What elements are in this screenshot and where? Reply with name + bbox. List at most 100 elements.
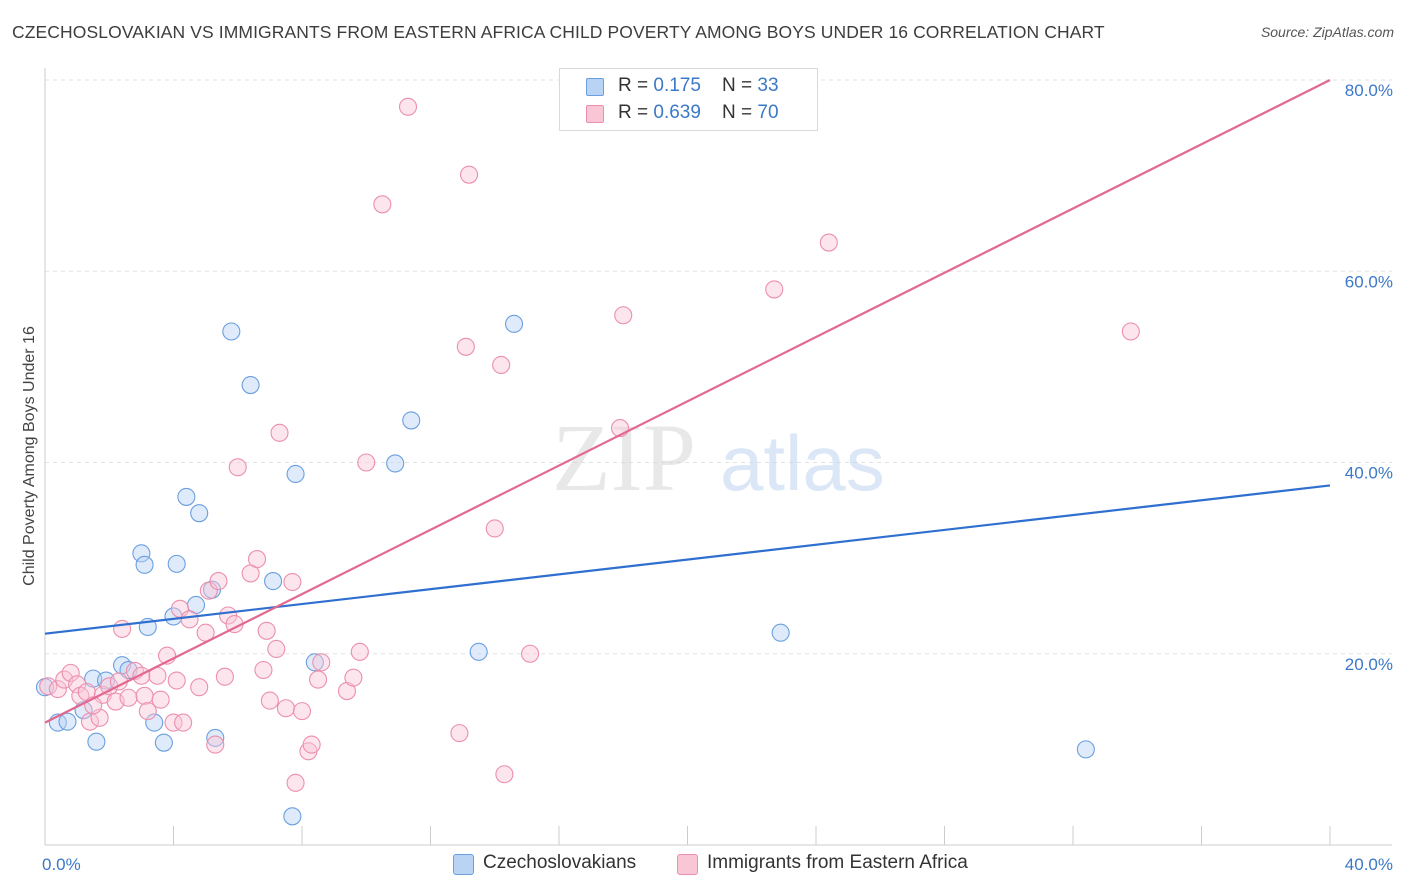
series-1-points bbox=[39, 97, 1140, 792]
chart-title: CZECHOSLOVAKIAN VS IMMIGRANTS FROM EASTE… bbox=[12, 22, 1105, 42]
data-point bbox=[357, 453, 376, 472]
series-swatch-czechoslovakians bbox=[453, 854, 474, 875]
data-point bbox=[521, 644, 540, 663]
axes bbox=[44, 68, 1392, 846]
legend-n-label: N = bbox=[722, 75, 758, 96]
data-point bbox=[167, 554, 186, 573]
data-point bbox=[113, 619, 132, 638]
data-point bbox=[302, 735, 321, 754]
series-0-points bbox=[35, 314, 1095, 826]
data-point bbox=[190, 678, 209, 697]
data-point bbox=[132, 666, 151, 685]
data-point bbox=[267, 639, 286, 659]
data-point bbox=[305, 653, 324, 672]
data-point bbox=[68, 675, 87, 694]
data-point bbox=[270, 423, 289, 442]
data-point bbox=[398, 97, 418, 116]
correlation-legend: R = 0.175 N = 33 R = 0.639 N = 70 bbox=[559, 68, 818, 131]
data-point bbox=[215, 667, 234, 686]
trend-lines bbox=[44, 79, 1331, 724]
data-point bbox=[206, 728, 225, 747]
data-point bbox=[495, 765, 514, 784]
legend-r-value: 0.175 bbox=[653, 75, 701, 96]
y-tick-label: 20.0% bbox=[1345, 655, 1393, 674]
data-point bbox=[135, 686, 154, 705]
data-point bbox=[771, 623, 790, 642]
data-point bbox=[292, 702, 312, 721]
trend-line-series-1 bbox=[44, 79, 1331, 724]
tick-labels: 20.0% 40.0% 60.0% 80.0% 0.0% 40.0% bbox=[42, 81, 1393, 874]
data-point bbox=[119, 688, 138, 707]
data-point bbox=[180, 610, 199, 629]
legend-n-label: N = bbox=[722, 102, 758, 123]
data-point bbox=[264, 572, 283, 591]
data-point bbox=[260, 691, 279, 710]
data-point bbox=[132, 544, 151, 563]
data-point bbox=[309, 670, 328, 689]
series-name-immigrants-eastern-africa: Immigrants from Eastern Africa bbox=[707, 852, 968, 873]
legend-r-value: 0.639 bbox=[653, 102, 701, 123]
data-points bbox=[35, 97, 1140, 826]
data-point bbox=[402, 411, 421, 430]
data-point bbox=[386, 454, 405, 473]
data-point bbox=[286, 773, 305, 792]
source-label: Source: ZipAtlas.com bbox=[1260, 24, 1394, 40]
data-point bbox=[350, 642, 369, 661]
data-point bbox=[135, 555, 154, 574]
data-point bbox=[254, 660, 273, 680]
data-point bbox=[504, 314, 524, 333]
data-point bbox=[276, 699, 295, 718]
data-point bbox=[96, 671, 116, 690]
legend-r-label: R = bbox=[618, 102, 654, 123]
data-point bbox=[151, 690, 170, 709]
data-point bbox=[257, 621, 276, 640]
data-point bbox=[312, 653, 331, 672]
data-point bbox=[48, 680, 67, 699]
data-point bbox=[177, 487, 196, 506]
data-point bbox=[1121, 322, 1140, 341]
data-point bbox=[1076, 740, 1095, 759]
y-tick-label: 80.0% bbox=[1345, 81, 1393, 100]
series-name-czechoslovakians: Czechoslovakians bbox=[483, 852, 637, 873]
data-point bbox=[450, 724, 469, 743]
data-point bbox=[247, 550, 267, 569]
data-point bbox=[58, 712, 77, 731]
y-axis-label: Child Poverty Among Boys Under 16 bbox=[21, 326, 38, 586]
series-swatch-immigrants-eastern-africa bbox=[677, 854, 698, 875]
data-point bbox=[283, 807, 302, 826]
data-point bbox=[222, 322, 241, 341]
x-tick-label-min: 0.0% bbox=[42, 855, 81, 874]
watermark: ZIP atlas bbox=[552, 404, 885, 511]
data-point bbox=[283, 572, 302, 592]
data-point bbox=[459, 165, 479, 184]
data-point bbox=[145, 713, 164, 732]
watermark-atlas: atlas bbox=[720, 419, 885, 507]
data-point bbox=[154, 733, 173, 752]
data-point bbox=[241, 375, 260, 395]
data-point bbox=[87, 732, 106, 751]
data-point bbox=[765, 280, 784, 299]
data-point bbox=[819, 233, 838, 252]
data-point bbox=[614, 306, 633, 325]
data-point bbox=[344, 668, 363, 687]
data-point bbox=[167, 671, 186, 690]
data-point bbox=[485, 519, 504, 538]
data-point bbox=[469, 642, 488, 661]
data-point bbox=[206, 735, 225, 754]
data-point bbox=[286, 464, 305, 484]
legend-swatch-immigrants-eastern-africa bbox=[586, 105, 604, 123]
y-tick-label: 60.0% bbox=[1345, 272, 1393, 291]
data-point bbox=[209, 572, 228, 591]
data-point bbox=[138, 702, 157, 721]
legend-r-label: R = bbox=[618, 75, 654, 96]
data-point bbox=[174, 713, 193, 732]
trend-line-series-0 bbox=[44, 484, 1331, 635]
data-point bbox=[164, 713, 183, 732]
data-point bbox=[373, 195, 392, 214]
data-point bbox=[228, 458, 247, 477]
data-point bbox=[199, 581, 218, 600]
data-point bbox=[492, 355, 511, 375]
legend-swatch-czechoslovakians bbox=[586, 78, 604, 96]
legend-n-value: 70 bbox=[757, 102, 779, 123]
